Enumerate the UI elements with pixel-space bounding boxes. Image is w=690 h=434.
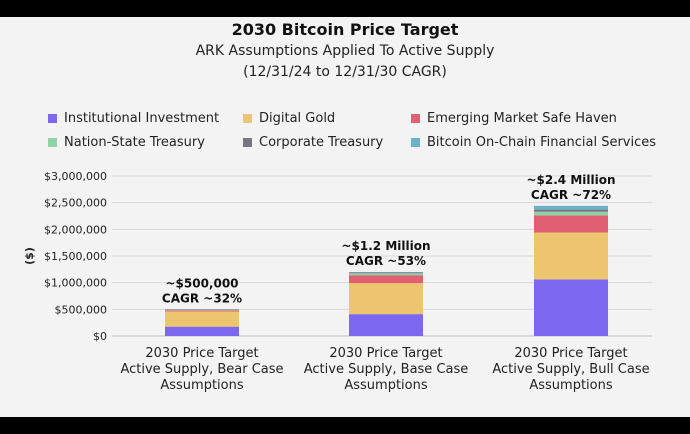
bar-segment bbox=[349, 283, 423, 315]
y-tick-label: $1,500,000 bbox=[44, 250, 107, 263]
legend-label: Nation-State Treasury bbox=[64, 135, 205, 150]
x-category-label: 2030 Price Target bbox=[329, 346, 442, 361]
legend-swatch-icon bbox=[243, 138, 252, 147]
x-category-label: 2030 Price Target bbox=[145, 346, 258, 361]
bar-segment bbox=[534, 279, 608, 336]
y-tick-label: $2,000,000 bbox=[44, 223, 107, 236]
legend-swatch-icon bbox=[243, 114, 252, 123]
bar-segment bbox=[349, 272, 423, 273]
bar-annotation-value: ~$2.4 Million bbox=[526, 173, 615, 187]
x-category-label: Active Supply, Bear Case bbox=[120, 362, 283, 377]
legend-swatch-icon bbox=[48, 114, 57, 123]
legend-swatch-icon bbox=[411, 138, 420, 147]
bar-segment bbox=[165, 310, 239, 312]
bar-annotation-value: ~$500,000 bbox=[165, 276, 238, 290]
y-tick-label: $3,000,000 bbox=[44, 170, 107, 183]
legend-item-emerging-market-safe-haven: Emerging Market Safe Haven bbox=[411, 111, 617, 126]
bar-segment bbox=[534, 211, 608, 216]
x-category-label: Assumptions bbox=[529, 378, 612, 393]
bar-segment bbox=[165, 326, 239, 336]
bar-annotation-cagr: CAGR ~72% bbox=[531, 188, 611, 202]
bar-annotation-cagr: CAGR ~32% bbox=[162, 291, 242, 305]
bar-segment bbox=[534, 209, 608, 212]
chart-subtitle-line2: (12/31/24 to 12/31/30 CAGR) bbox=[243, 64, 447, 80]
y-tick-label: $1,000,000 bbox=[44, 277, 107, 290]
legend-label: Institutional Investment bbox=[64, 111, 220, 126]
bar-segment bbox=[165, 311, 239, 327]
legend-item-corporate-treasury: Corporate Treasury bbox=[243, 135, 383, 150]
y-tick-label: $500,000 bbox=[55, 303, 108, 316]
legend-label: Bitcoin On-Chain Financial Services bbox=[427, 135, 657, 150]
y-tick-label: $2,500,000 bbox=[44, 197, 107, 210]
x-category-label: Assumptions bbox=[344, 378, 427, 393]
legend-swatch-icon bbox=[48, 138, 57, 147]
x-category-label: 2030 Price Target bbox=[514, 346, 627, 361]
bar-segment bbox=[165, 309, 239, 310]
y-tick-label: $0 bbox=[93, 330, 107, 343]
legend-label: Digital Gold bbox=[259, 111, 336, 126]
legend-item-institutional-investment: Institutional Investment bbox=[48, 111, 219, 126]
bar-annotation-cagr: CAGR ~53% bbox=[346, 254, 426, 268]
bar-segment bbox=[534, 205, 608, 210]
legend-item-digital-gold: Digital Gold bbox=[243, 111, 335, 126]
legend-item-nation-state-treasury: Nation-State Treasury bbox=[48, 135, 205, 150]
bar-segment bbox=[349, 314, 423, 336]
legend-item-bitcoin-on-chain-financial-services: Bitcoin On-Chain Financial Services bbox=[411, 135, 656, 150]
legend-label: Corporate Treasury bbox=[259, 135, 384, 150]
bar-segment bbox=[534, 215, 608, 233]
bar-segment bbox=[534, 232, 608, 280]
y-axis-label: ($) bbox=[23, 247, 36, 265]
chart-title: 2030 Bitcoin Price Target bbox=[231, 20, 459, 39]
bar-segment bbox=[349, 272, 423, 274]
chart-subtitle-line1: ARK Assumptions Applied To Active Supply bbox=[195, 43, 495, 59]
x-category-label: Active Supply, Bull Case bbox=[492, 362, 649, 377]
legend-swatch-icon bbox=[411, 114, 420, 123]
bar-segment bbox=[349, 275, 423, 284]
legend-label: Emerging Market Safe Haven bbox=[427, 111, 617, 126]
x-category-label: Assumptions bbox=[160, 378, 243, 393]
bar-annotation-value: ~$1.2 Million bbox=[341, 239, 430, 253]
bar-segment bbox=[165, 309, 239, 311]
bar-segment bbox=[349, 273, 423, 276]
x-category-label: Active Supply, Base Case bbox=[304, 362, 469, 377]
